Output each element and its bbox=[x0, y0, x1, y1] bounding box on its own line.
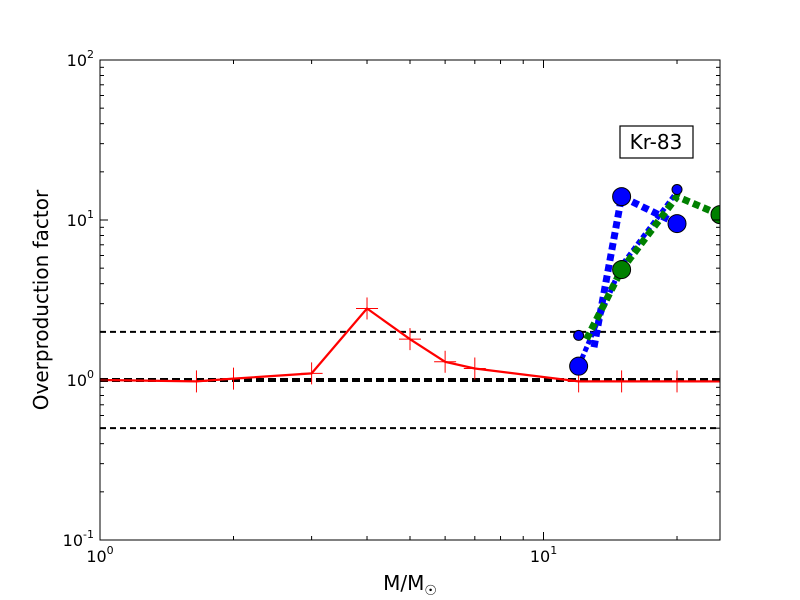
series-2-line bbox=[576, 190, 679, 368]
series-0-point-1 bbox=[185, 370, 208, 393]
series-3-marker-6 bbox=[612, 260, 632, 280]
series-1-marker-0 bbox=[569, 356, 589, 376]
series-0-point-3 bbox=[300, 362, 323, 385]
series-0-point-7 bbox=[463, 357, 486, 380]
x-axis-label: M/M☉ bbox=[383, 571, 437, 599]
series-1-marker-1 bbox=[573, 329, 585, 341]
series-0-point-9 bbox=[610, 370, 633, 393]
plot-background bbox=[100, 60, 720, 540]
marker-layer bbox=[569, 184, 720, 376]
series-layer bbox=[100, 190, 720, 393]
series-1-marker-4 bbox=[667, 214, 687, 234]
y-tick-label-2: 101 bbox=[67, 208, 94, 230]
series-0-point-4 bbox=[356, 297, 379, 320]
annotation-box: Kr-83 bbox=[619, 125, 694, 159]
series-1-marker-2 bbox=[612, 187, 632, 207]
series-0-point-5 bbox=[399, 328, 421, 351]
annotation-label: Kr-83 bbox=[630, 130, 683, 154]
series-1-marker-5 bbox=[671, 184, 683, 196]
series-3-marker-7 bbox=[710, 205, 720, 225]
series-3-line bbox=[583, 192, 720, 341]
x-tick-label-0: 100 bbox=[86, 544, 113, 566]
series-0-point-11 bbox=[709, 370, 720, 393]
series-0-point-10 bbox=[666, 370, 689, 393]
y-axis-label: Overproduction factor bbox=[29, 189, 53, 410]
y-tick-label-0: 10-1 bbox=[63, 528, 94, 550]
y-tick-label-1: 100 bbox=[67, 368, 94, 390]
x-tick-label-1: 101 bbox=[530, 544, 557, 566]
series-0-point-2 bbox=[222, 367, 245, 390]
y-tick-label-3: 102 bbox=[67, 48, 94, 70]
series-0-point-6 bbox=[434, 350, 457, 373]
